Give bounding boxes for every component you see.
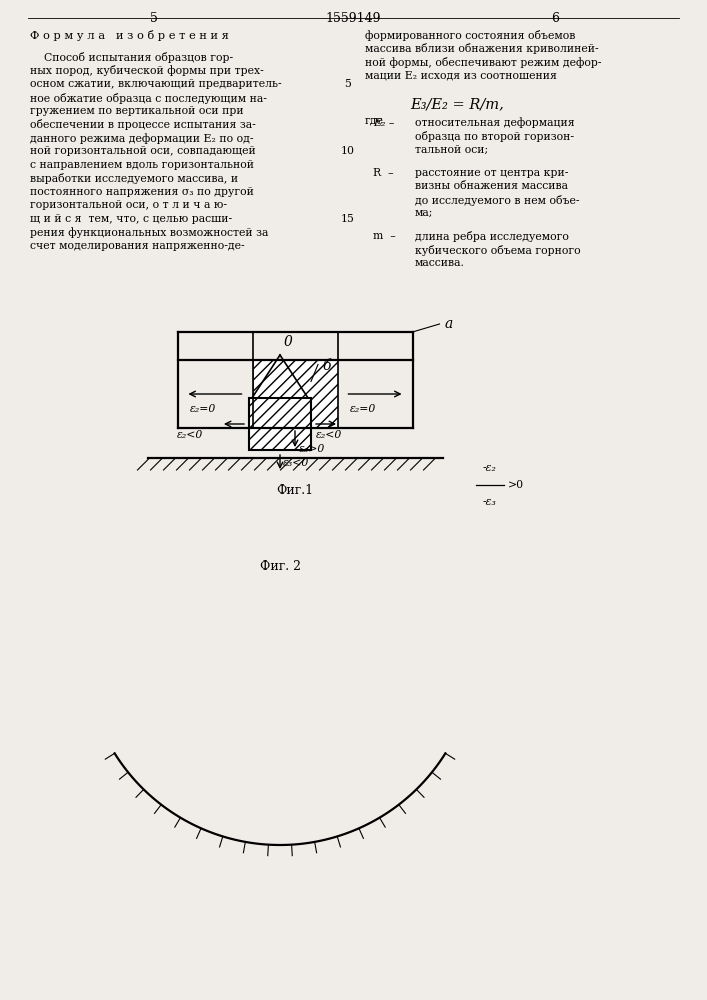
- Text: 5: 5: [344, 79, 351, 89]
- Text: массива вблизи обнажения криволиней-: массива вблизи обнажения криволиней-: [365, 43, 599, 54]
- Text: ε₃<0: ε₃<0: [283, 458, 309, 468]
- Text: формированного состояния объемов: формированного состояния объемов: [365, 30, 575, 41]
- Text: ма;: ма;: [415, 208, 433, 218]
- Text: визны обнажения массива: визны обнажения массива: [415, 181, 568, 191]
- Text: ε₂<0: ε₂<0: [177, 430, 203, 440]
- Text: выработки исследуемого массива, и: выработки исследуемого массива, и: [30, 174, 238, 184]
- Text: счет моделирования напряженно-де-: счет моделирования напряженно-де-: [30, 241, 245, 251]
- Text: -ε₃: -ε₃: [483, 497, 497, 507]
- Text: щ и й с я  тем, что, с целью расши-: щ и й с я тем, что, с целью расши-: [30, 214, 232, 224]
- Text: a: a: [445, 317, 452, 331]
- Text: данного режима деформации Е₂ по од-: данного режима деформации Е₂ по од-: [30, 133, 254, 144]
- Text: рения функциональных возможностей за: рения функциональных возможностей за: [30, 228, 269, 238]
- Text: 6: 6: [551, 12, 559, 25]
- Text: 0: 0: [284, 335, 293, 349]
- Text: ε₂=0: ε₂=0: [189, 404, 216, 414]
- Text: ное обжатие образца с последующим на-: ное обжатие образца с последующим на-: [30, 93, 267, 104]
- Bar: [252, 360, 337, 428]
- Text: б: б: [322, 360, 330, 373]
- Text: ε₂<0: ε₂<0: [316, 430, 342, 440]
- Text: m  –: m –: [373, 231, 396, 241]
- Text: где: где: [365, 115, 384, 125]
- Text: горизонтальной оси, о т л и ч а ю-: горизонтальной оси, о т л и ч а ю-: [30, 200, 227, 211]
- Text: 5: 5: [150, 12, 158, 25]
- Text: постоянного напряжения σ₃ по другой: постоянного напряжения σ₃ по другой: [30, 187, 254, 197]
- Text: расстояние от центра кри-: расстояние от центра кри-: [415, 167, 568, 178]
- Text: ε₂=0: ε₂=0: [349, 404, 375, 414]
- Text: длина ребра исследуемого: длина ребра исследуемого: [415, 231, 569, 242]
- Text: обеспечении в процессе испытания за-: обеспечении в процессе испытания за-: [30, 119, 256, 130]
- Text: кубического объема горного: кубического объема горного: [415, 244, 580, 255]
- Text: ной горизонтальной оси, совпадающей: ной горизонтальной оси, совпадающей: [30, 146, 256, 156]
- Text: массива.: массива.: [415, 258, 465, 268]
- Text: тальной оси;: тальной оси;: [415, 144, 488, 154]
- Text: ε₃>0: ε₃>0: [299, 444, 325, 454]
- Text: Е₃/Е₂ = R/m,: Е₃/Е₂ = R/m,: [410, 98, 504, 111]
- Text: ных пород, кубической формы при трех-: ных пород, кубической формы при трех-: [30, 66, 264, 77]
- Text: 10: 10: [341, 146, 355, 156]
- Text: R  –: R –: [373, 167, 394, 178]
- Text: Ф о р м у л а   и з о б р е т е н и я: Ф о р м у л а и з о б р е т е н и я: [30, 30, 229, 41]
- Text: мации Е₂ исходя из соотношения: мации Е₂ исходя из соотношения: [365, 70, 557, 81]
- Text: Способ испытания образцов гор-: Способ испытания образцов гор-: [30, 52, 233, 63]
- Bar: [337, 360, 412, 428]
- Bar: [249, 398, 311, 450]
- Text: относительная деформация: относительная деформация: [415, 117, 575, 128]
- Text: гружением по вертикальной оси при: гружением по вертикальной оси при: [30, 106, 244, 116]
- Text: осном сжатии, включающий предваритель-: осном сжатии, включающий предваритель-: [30, 79, 281, 89]
- Bar: [249, 398, 311, 450]
- Text: ной формы, обеспечивают режим дефор-: ной формы, обеспечивают режим дефор-: [365, 57, 602, 68]
- Text: -ε₂: -ε₂: [483, 463, 497, 473]
- Text: с направлением вдоль горизонтальной: с направлением вдоль горизонтальной: [30, 160, 254, 170]
- Text: Фиг.1: Фиг.1: [276, 484, 314, 497]
- Text: образца по второй горизон-: образца по второй горизон-: [415, 131, 574, 142]
- Bar: [177, 360, 252, 428]
- Text: 15: 15: [341, 214, 355, 224]
- Text: до исследуемого в нем объе-: до исследуемого в нем объе-: [415, 194, 580, 206]
- Text: >0: >0: [508, 480, 524, 490]
- Text: Фиг. 2: Фиг. 2: [259, 560, 300, 573]
- Text: 1559149: 1559149: [325, 12, 381, 25]
- Text: Е₂ –: Е₂ –: [373, 117, 395, 127]
